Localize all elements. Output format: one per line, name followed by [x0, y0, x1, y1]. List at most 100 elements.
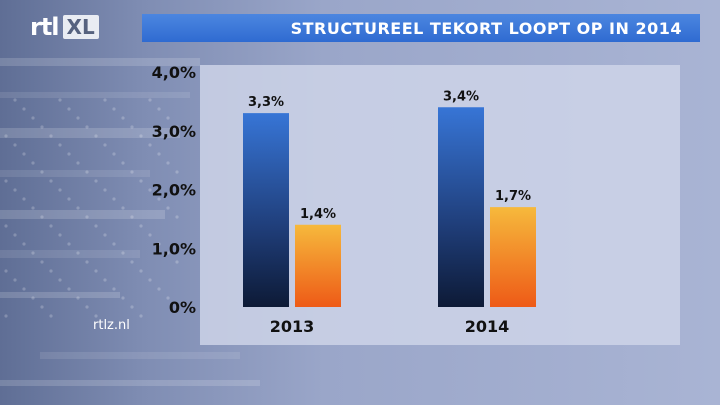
bg-dot — [76, 116, 80, 120]
bg-dot — [139, 314, 143, 318]
y-tick-label: 2,0% — [152, 181, 196, 200]
bg-dot — [112, 107, 116, 111]
bar — [295, 224, 341, 307]
bg-dot — [130, 125, 134, 129]
bg-streak — [0, 58, 200, 66]
bg-dot — [103, 98, 107, 102]
bar — [438, 107, 484, 307]
bg-dot — [58, 233, 62, 237]
bg-dot — [94, 314, 98, 318]
bg-dot — [13, 143, 17, 147]
bg-dot — [166, 206, 170, 210]
bg-dot — [94, 134, 98, 138]
bg-streak — [0, 170, 150, 177]
bg-dot — [94, 224, 98, 228]
bg-dot — [166, 161, 170, 165]
bg-dot — [103, 278, 107, 282]
bg-dot — [67, 287, 71, 291]
bg-dot — [4, 314, 8, 318]
bg-dot — [40, 305, 44, 309]
bg-dot — [40, 215, 44, 219]
bg-dot — [58, 188, 62, 192]
bg-dot — [121, 116, 125, 120]
bg-dot — [157, 107, 161, 111]
bg-dot — [175, 260, 179, 264]
bg-dot — [58, 278, 62, 282]
bg-streak — [0, 210, 165, 219]
bar — [243, 113, 289, 307]
y-tick-label: 1,0% — [152, 239, 196, 258]
data-label: 3,3% — [248, 95, 284, 110]
bg-dot — [130, 215, 134, 219]
bg-dot — [175, 170, 179, 174]
bg-dot — [112, 197, 116, 201]
y-tick-label: 3,0% — [152, 122, 196, 141]
bg-dot — [49, 314, 53, 318]
bg-dot — [121, 206, 125, 210]
bg-dot — [85, 215, 89, 219]
bg-dot — [85, 260, 89, 264]
bg-dot — [139, 179, 143, 183]
footer-website: rtlz.nl — [93, 318, 130, 333]
bg-dot — [31, 206, 35, 210]
bg-dot — [130, 170, 134, 174]
bg-dot — [139, 134, 143, 138]
title-bar: STRUCTUREEL TEKORT LOOPT OP IN 2014 — [142, 14, 700, 42]
bg-dot — [175, 215, 179, 219]
bg-dot — [175, 125, 179, 129]
bg-dot — [130, 260, 134, 264]
bg-dot — [31, 116, 35, 120]
bg-streak — [0, 292, 120, 298]
bg-dot — [31, 251, 35, 255]
bg-dot — [49, 179, 53, 183]
bg-dot — [22, 197, 26, 201]
bg-dot — [148, 98, 152, 102]
bg-dot — [85, 125, 89, 129]
bg-streak — [0, 250, 140, 258]
bg-dot — [4, 269, 8, 273]
bg-streak — [0, 92, 190, 98]
bg-dot — [31, 296, 35, 300]
logo-xl-text: XL — [62, 15, 99, 39]
logo-rtl-text: rtl — [30, 13, 60, 41]
bg-dot — [112, 287, 116, 291]
bg-dot — [85, 170, 89, 174]
bg-dot — [76, 206, 80, 210]
bg-dot — [103, 143, 107, 147]
bg-dot — [58, 98, 62, 102]
bg-dot — [112, 242, 116, 246]
bg-dot — [22, 242, 26, 246]
bg-dot — [139, 269, 143, 273]
data-label: 3,4% — [443, 89, 479, 104]
bg-dot — [166, 116, 170, 120]
bg-dot — [148, 278, 152, 282]
bg-dot — [13, 278, 17, 282]
bg-dot — [13, 233, 17, 237]
bg-dot — [157, 287, 161, 291]
bg-dot — [58, 143, 62, 147]
bg-dot — [67, 152, 71, 156]
bg-dot — [76, 161, 80, 165]
bg-dot — [67, 242, 71, 246]
rtlxl-logo: rtl XL — [30, 12, 122, 42]
bg-dot — [175, 305, 179, 309]
bg-dot — [103, 188, 107, 192]
bg-dot — [49, 224, 53, 228]
x-category-label: 2013 — [270, 317, 315, 336]
bg-dot — [130, 305, 134, 309]
bg-dot — [76, 296, 80, 300]
bg-dot — [121, 296, 125, 300]
chart-title: STRUCTUREEL TEKORT LOOPT OP IN 2014 — [290, 18, 682, 38]
bg-dot — [31, 161, 35, 165]
bg-dot — [103, 233, 107, 237]
data-label: 1,4% — [300, 207, 336, 222]
bg-dot — [112, 152, 116, 156]
bg-dot — [13, 98, 17, 102]
bg-dot — [148, 143, 152, 147]
bg-dot — [94, 179, 98, 183]
bg-dot — [148, 233, 152, 237]
bg-dot — [157, 242, 161, 246]
bar — [490, 207, 536, 307]
bg-dot — [157, 197, 161, 201]
